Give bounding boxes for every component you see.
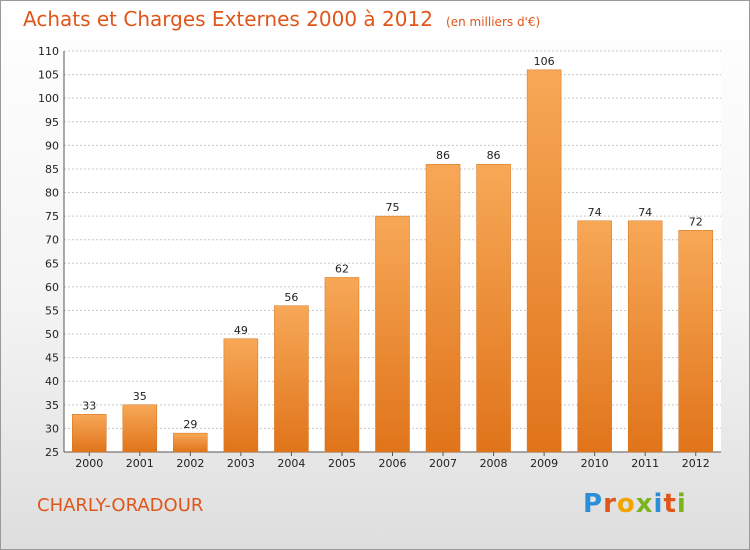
logo-letter: P bbox=[583, 489, 604, 519]
bar-value-label: 74 bbox=[588, 206, 602, 219]
x-tick-label: 2008 bbox=[480, 457, 508, 470]
bar-value-label: 74 bbox=[638, 206, 652, 219]
y-tick-label: 105 bbox=[38, 69, 59, 82]
bar bbox=[627, 220, 663, 453]
x-tick-label: 2005 bbox=[328, 457, 356, 470]
x-tick-label: 2006 bbox=[379, 457, 407, 470]
x-tick-label: 2010 bbox=[581, 457, 609, 470]
logo-letter: t bbox=[663, 489, 677, 519]
y-tick-label: 110 bbox=[38, 45, 59, 58]
y-tick-label: 65 bbox=[45, 257, 59, 270]
y-tick-label: 95 bbox=[45, 116, 59, 129]
y-tick-label: 60 bbox=[45, 281, 59, 294]
bar bbox=[577, 220, 612, 453]
logo-letter: r bbox=[603, 489, 617, 519]
bar bbox=[324, 277, 360, 453]
x-tick-label: 2012 bbox=[682, 457, 710, 470]
bar-layer bbox=[72, 69, 713, 453]
x-tick-label: 2004 bbox=[277, 457, 305, 470]
x-tick-label: 2002 bbox=[176, 457, 204, 470]
y-tick-label: 30 bbox=[45, 422, 59, 435]
commune-name: CHARLY-ORADOUR bbox=[37, 495, 204, 516]
bar bbox=[223, 338, 259, 453]
bar bbox=[678, 230, 713, 453]
y-tick-label: 45 bbox=[45, 352, 59, 365]
bar bbox=[274, 305, 309, 453]
logo-letter: i bbox=[676, 489, 687, 519]
chart-subtitle: (en milliers d'€) bbox=[446, 15, 541, 29]
label-layer: 33 35 29 49 56 62 75 86 86 106 74 74 72 bbox=[82, 55, 702, 431]
logo-letter: i bbox=[653, 489, 664, 519]
bar-value-label: 62 bbox=[335, 262, 349, 275]
bar bbox=[526, 69, 562, 453]
y-tick-label: 50 bbox=[45, 328, 59, 341]
bar-value-label: 75 bbox=[386, 201, 400, 214]
bar bbox=[476, 163, 511, 453]
y-tick-label: 85 bbox=[45, 163, 59, 176]
y-tick-label: 100 bbox=[38, 92, 59, 105]
bar bbox=[173, 432, 208, 453]
chart-title-block: Achats et Charges Externes 2000 à 2012 (… bbox=[23, 7, 540, 31]
y-tick-label: 80 bbox=[45, 187, 59, 200]
y-tick-label: 55 bbox=[45, 304, 59, 317]
x-tick-label: 2003 bbox=[227, 457, 255, 470]
bar-value-label: 72 bbox=[689, 215, 703, 228]
bar-value-label: 35 bbox=[133, 390, 147, 403]
x-tick-label: 2011 bbox=[631, 457, 659, 470]
bar bbox=[122, 404, 158, 453]
bar-value-label: 29 bbox=[183, 418, 197, 431]
chart-title: Achats et Charges Externes 2000 à 2012 bbox=[23, 7, 433, 31]
bar-value-label: 33 bbox=[82, 399, 96, 412]
bar-value-label: 86 bbox=[487, 149, 501, 162]
bar bbox=[375, 215, 410, 453]
y-tick-label: 70 bbox=[45, 234, 59, 247]
y-tick-label: 25 bbox=[45, 446, 59, 459]
y-tick-label: 35 bbox=[45, 399, 59, 412]
bar-value-label: 56 bbox=[284, 291, 298, 304]
bar bbox=[425, 163, 461, 453]
bar-value-label: 106 bbox=[534, 55, 555, 68]
y-tick-label: 40 bbox=[45, 375, 59, 388]
x-tick-label: 2009 bbox=[530, 457, 558, 470]
bar-value-label: 49 bbox=[234, 324, 248, 337]
x-tick-label: 2000 bbox=[75, 457, 103, 470]
y-tick-label: 90 bbox=[45, 139, 59, 152]
logo-letter: x bbox=[635, 489, 654, 519]
axis-layer: 25 30 35 40 45 50 55 60 65 70 75 80 85 90 95 100 105 110 2… bbox=[38, 45, 721, 470]
logo-letter: o bbox=[616, 489, 636, 519]
proxiti-logo: Proxiti bbox=[583, 489, 687, 519]
bar bbox=[72, 414, 107, 453]
y-tick-label: 75 bbox=[45, 210, 59, 223]
x-tick-label: 2001 bbox=[126, 457, 154, 470]
x-tick-label: 2007 bbox=[429, 457, 457, 470]
bar-value-label: 86 bbox=[436, 149, 450, 162]
